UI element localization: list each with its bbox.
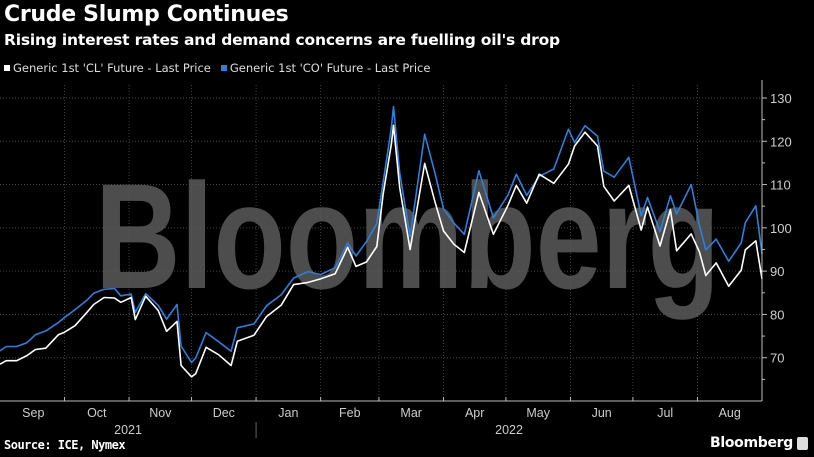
y-tick-label: 110 <box>770 178 791 193</box>
year-label-2021: 2021 <box>114 423 142 437</box>
y-tick-label: 90 <box>770 264 784 279</box>
x-tick-label: Jun <box>592 406 612 420</box>
legend-item-co: Generic 1st 'CO' Future - Last Price <box>220 61 431 75</box>
brand-name: Bloomberg <box>709 435 793 451</box>
legend-swatch-co <box>220 65 227 71</box>
y-tick-label: 70 <box>770 351 784 366</box>
y-tick-label: 100 <box>770 221 792 236</box>
legend-swatch-cl <box>4 65 10 71</box>
x-tick-label: Sep <box>22 406 44 420</box>
x-tick-label: Jan <box>278 406 298 420</box>
series-line-cl <box>0 124 763 378</box>
legend-item-cl: Generic 1st 'CL' Future - Last Price <box>4 61 211 75</box>
source-note: Source: ICE, Nymex <box>4 438 126 452</box>
series-lines <box>0 105 763 378</box>
legend-label-co: Generic 1st 'CO' Future - Last Price <box>229 61 431 75</box>
y-tick-label: 80 <box>770 307 784 322</box>
legend-label-cl: Generic 1st 'CL' Future - Last Price <box>13 61 211 75</box>
terminal-icon <box>797 436 808 450</box>
year-label-2022: 2022 <box>495 423 523 437</box>
chart-subtitle: Rising interest rates and demand concern… <box>4 31 560 49</box>
x-tick-label: May <box>526 406 550 420</box>
axes: 70 80 90 100 110 120 130 Sep Oct Nov Dec Jan Feb Mar A… <box>0 80 792 438</box>
x-tick-label: Jul <box>657 406 673 420</box>
x-tick-label: Nov <box>149 406 172 420</box>
x-tick-label: Feb <box>339 406 361 420</box>
x-tick-label: Aug <box>719 406 741 420</box>
bloomberg-logo: Bloomberg <box>710 435 808 451</box>
series-line-co <box>0 105 763 364</box>
x-tick-label: Apr <box>465 406 484 420</box>
legend: Generic 1st 'CL' Future - Last Price Gen… <box>4 61 430 75</box>
chart-title: Crude Slump Continues <box>4 2 289 27</box>
y-tick-label: 130 <box>770 91 792 106</box>
grid <box>0 85 763 401</box>
x-tick-label: Oct <box>87 406 107 420</box>
x-tick-label: Mar <box>400 406 422 420</box>
x-tick-label: Dec <box>213 406 235 420</box>
y-tick-label: 120 <box>770 134 792 149</box>
